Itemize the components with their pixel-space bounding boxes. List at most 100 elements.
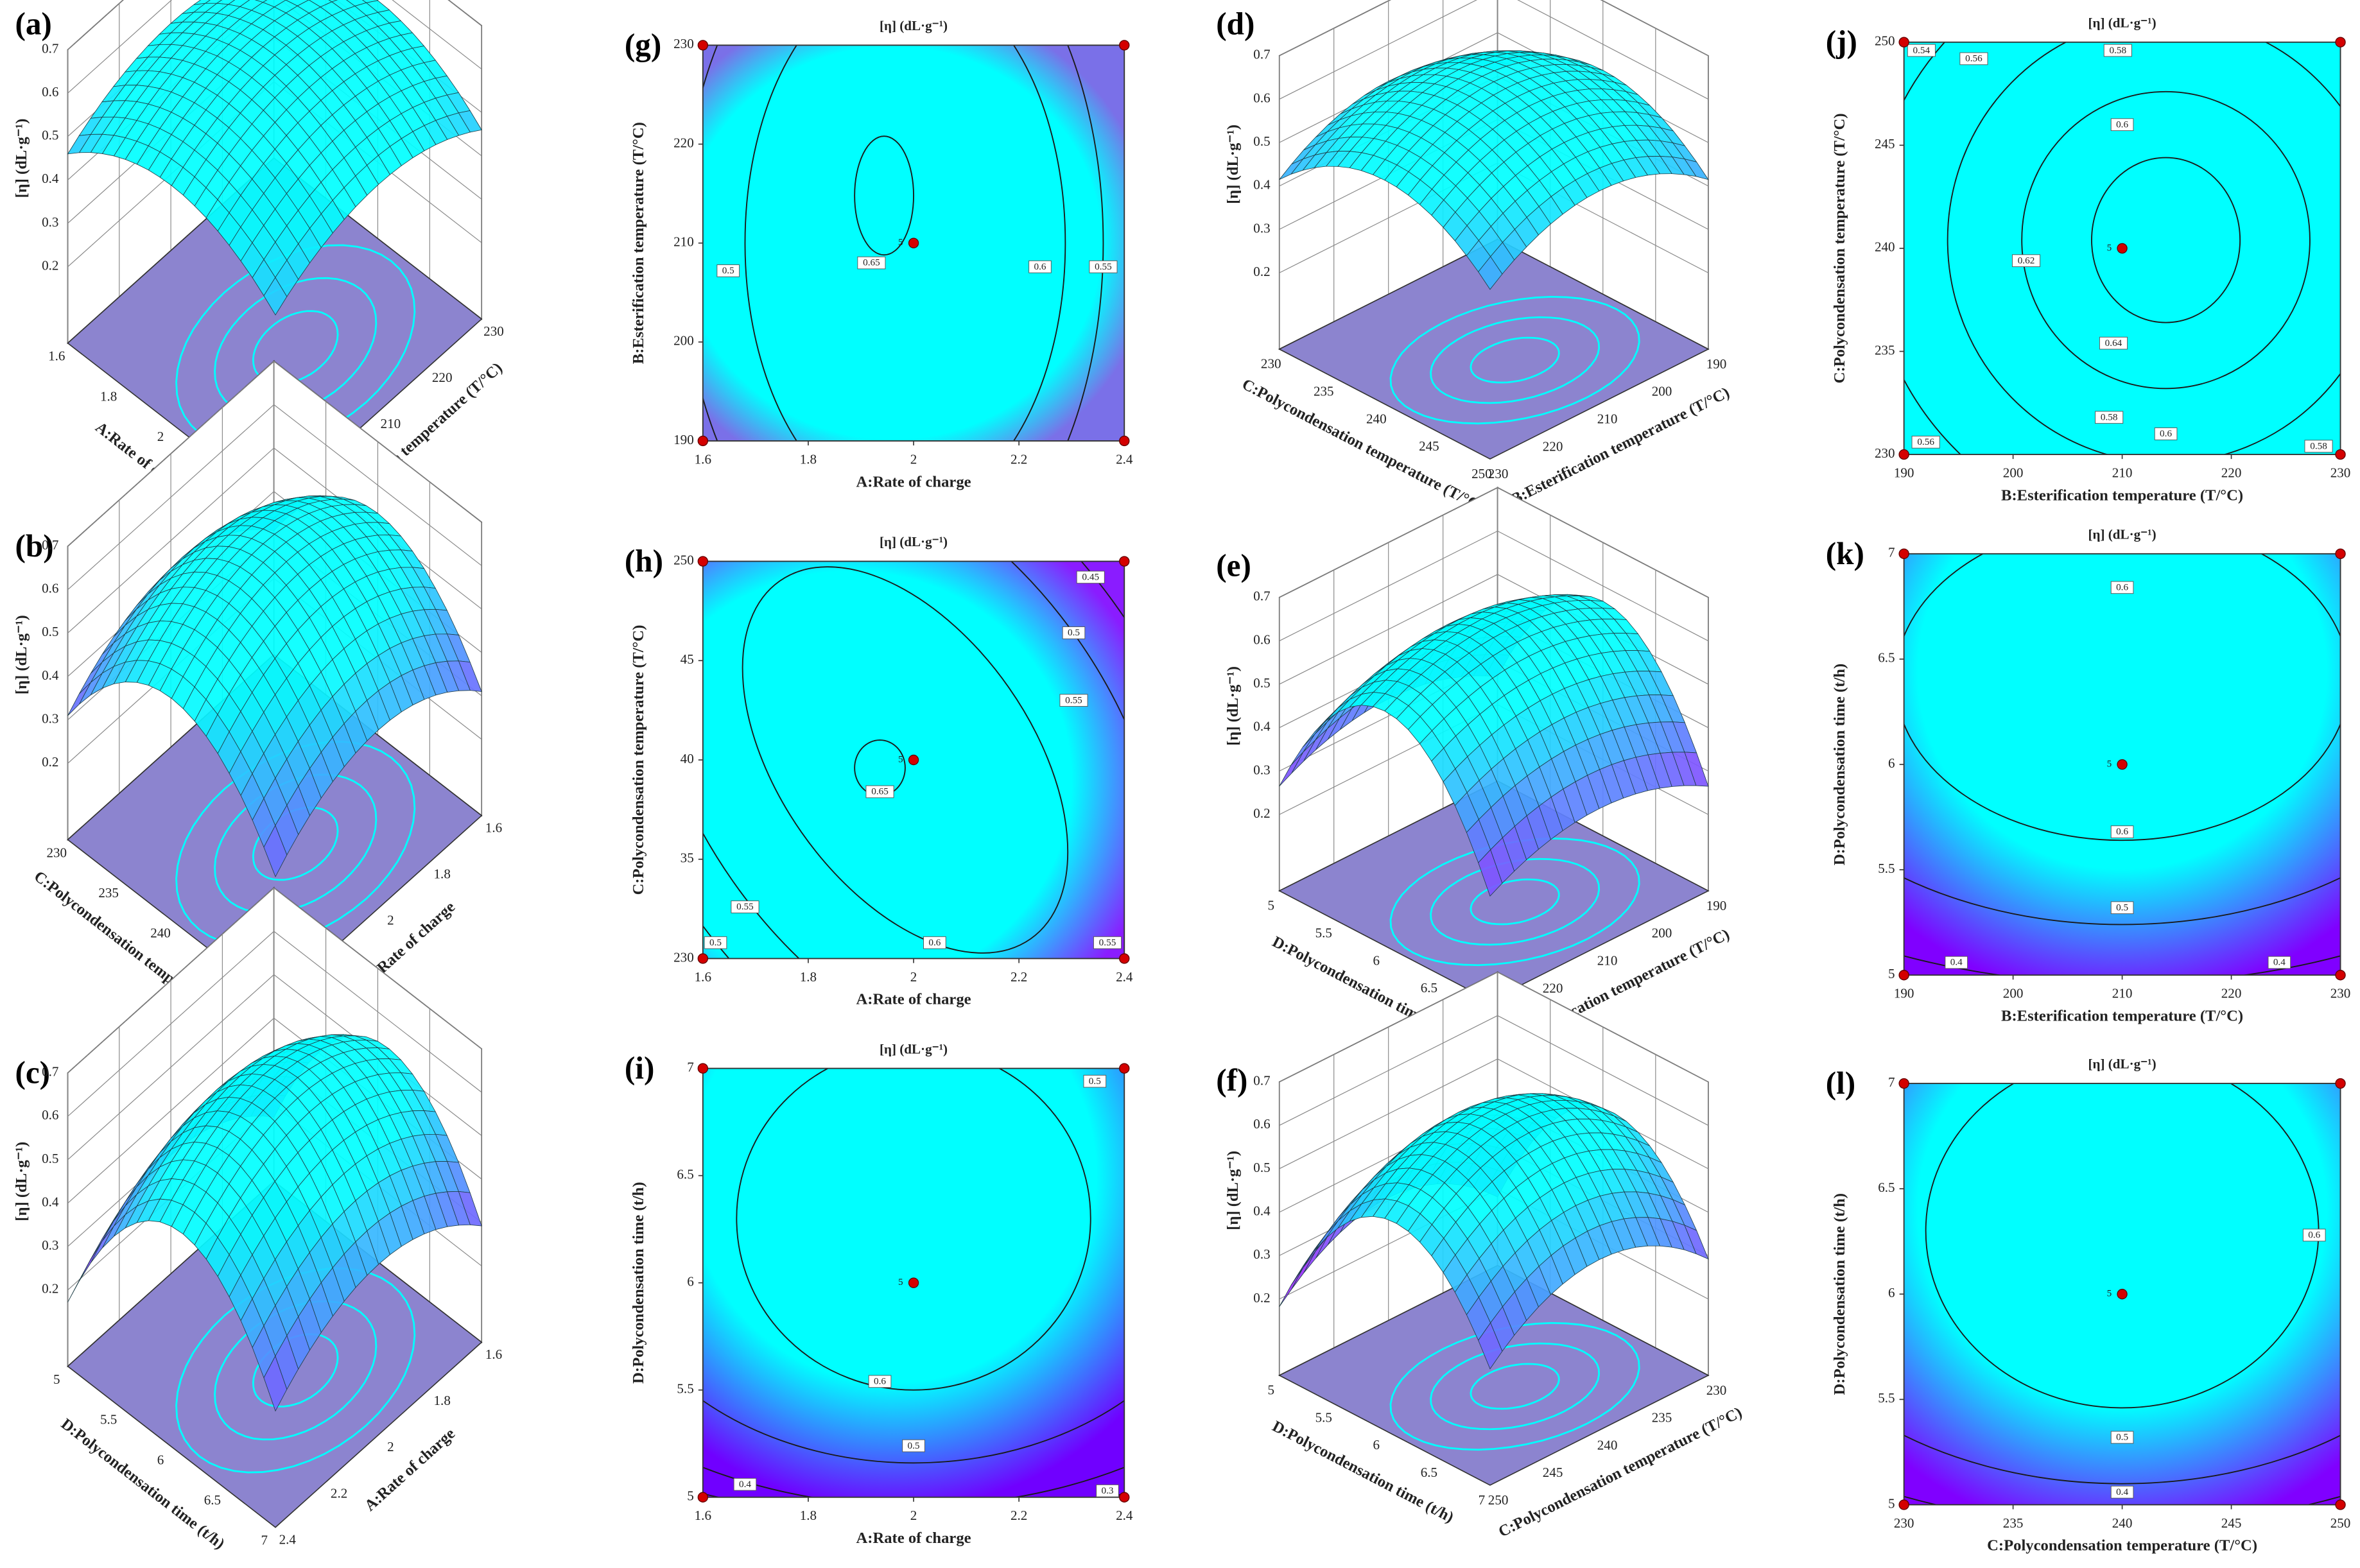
y-axis-label: D:Polycondensation time (t/h) bbox=[1831, 1193, 1848, 1395]
contour-label-box bbox=[2011, 254, 2041, 268]
grid-line bbox=[1279, 1015, 1709, 1126]
y-tick-label: 250 bbox=[673, 552, 694, 567]
z-axis-label: [η] (dL·g⁻¹) bbox=[1224, 666, 1242, 746]
contour-label: 0.5 bbox=[2116, 902, 2128, 913]
design-point bbox=[697, 1063, 709, 1074]
z-tick-label: 0.2 bbox=[42, 258, 58, 273]
x-axis-label: A:Rate of charge bbox=[856, 473, 971, 490]
axis-tick-label: 230 bbox=[483, 323, 504, 339]
contour-label-box bbox=[731, 900, 759, 913]
design-point bbox=[1119, 1063, 1130, 1074]
x-tick-label: 1.8 bbox=[800, 969, 817, 985]
z-tick-label: 0.4 bbox=[42, 171, 59, 186]
y-axis-label: C:Polycondensation temperature (T/°C) bbox=[630, 625, 647, 895]
surface-patch bbox=[263, 277, 288, 316]
axis-tick-label: 2.2 bbox=[331, 1485, 347, 1501]
contour-line bbox=[744, 45, 1066, 441]
contour-label-box bbox=[1083, 1074, 1107, 1088]
contour-label: 0.64 bbox=[2105, 338, 2122, 349]
contour-label: 0.55 bbox=[1099, 937, 1116, 948]
contour-line bbox=[1904, 877, 2341, 926]
axis-tick-label: 5.5 bbox=[1315, 926, 1332, 941]
design-point bbox=[697, 556, 709, 567]
z-axis-label: [η] (dL·g⁻¹) bbox=[13, 615, 30, 694]
contour-label-box bbox=[923, 936, 946, 949]
contour-label-box bbox=[1059, 694, 1088, 707]
z-tick-label: 0.5 bbox=[1253, 675, 1270, 691]
contour-label: 0.6 bbox=[1034, 261, 1046, 272]
contour-label-box bbox=[2095, 411, 2124, 424]
axis-tick-label: 6.5 bbox=[1421, 1465, 1437, 1480]
x-tick-label: 200 bbox=[2003, 986, 2024, 1001]
y-axis-label: B:Esterification temperature (T/°C) bbox=[630, 122, 647, 364]
y-tick-label: 5.5 bbox=[1878, 1390, 1895, 1406]
panel-letter: (g) bbox=[625, 27, 661, 62]
floor-contour bbox=[1430, 857, 1601, 946]
floor bbox=[1278, 1264, 1710, 1486]
design-point bbox=[697, 1492, 709, 1503]
x-tick-label: 1.6 bbox=[695, 451, 711, 467]
design-point bbox=[2335, 37, 2346, 47]
contour-panel: (g) [η] (dL·g⁻¹) 0.5 0.65 0.6 0.55 1.6 1.8 2 2.2 2… bbox=[625, 18, 1133, 490]
axis-tick-label: 6 bbox=[1373, 952, 1380, 968]
y-tick-label: 6 bbox=[1888, 1285, 1895, 1300]
y-tick-label: 190 bbox=[673, 432, 694, 447]
contour-line bbox=[736, 1068, 1091, 1391]
z-tick-label: 0.6 bbox=[1253, 1116, 1270, 1132]
design-point bbox=[2335, 970, 2346, 981]
axis-tick-label: 6 bbox=[157, 1452, 164, 1467]
x-tick-label: 1.6 bbox=[695, 969, 711, 985]
x-tick-label: 2.4 bbox=[1116, 969, 1133, 985]
grid-line bbox=[67, 360, 482, 547]
y-tick-label: 35 bbox=[681, 850, 694, 866]
z-tick-label: 0.6 bbox=[1253, 90, 1270, 105]
axis-tick-label: 2 bbox=[387, 913, 394, 928]
z-tick-label: 0.5 bbox=[1253, 134, 1270, 149]
contour-label: 0.54 bbox=[1913, 45, 1931, 56]
surface-patch bbox=[1478, 1322, 1503, 1370]
x-tick-label: 2.4 bbox=[1116, 451, 1133, 467]
axis-tick-label: 230 bbox=[1706, 1383, 1727, 1398]
contour-label: 0.4 bbox=[739, 1479, 751, 1490]
z-tick-label: 0.4 bbox=[1253, 177, 1271, 193]
design-point bbox=[1119, 40, 1130, 51]
design-point bbox=[908, 754, 919, 766]
y-tick-label: 230 bbox=[673, 36, 694, 51]
contour-label-box bbox=[1096, 1484, 1119, 1497]
y-tick-label: 250 bbox=[1875, 33, 1895, 49]
design-point bbox=[1898, 1078, 1909, 1089]
chart-title: [η] (dL·g⁻¹) bbox=[880, 534, 948, 549]
contour-label-box bbox=[704, 936, 727, 949]
y-tick-label: 6 bbox=[1888, 755, 1895, 771]
contour-panel: (j) [η] (dL·g⁻¹) 0.54 0.56 0.58 0.6 0.62 0.64 0.… bbox=[1826, 15, 2351, 504]
axis-tick-label: 6.5 bbox=[1421, 980, 1437, 995]
y-tick-label: 5 bbox=[687, 1488, 694, 1504]
contour-label-box bbox=[2304, 440, 2333, 453]
x-tick-label: 210 bbox=[2112, 986, 2133, 1001]
center-point-label: 5 bbox=[898, 1277, 903, 1288]
contour-label-box bbox=[2110, 1485, 2134, 1499]
contour-label-box bbox=[868, 1375, 892, 1388]
chart-title: [η] (dL·g⁻¹) bbox=[880, 1041, 948, 1056]
design-point bbox=[697, 953, 709, 964]
x-axis-label: B:Esterification temperature (T/°C) bbox=[2001, 487, 2243, 504]
contour-label: 0.4 bbox=[2116, 1486, 2128, 1497]
axis-tick-label: 7 bbox=[261, 1533, 268, 1548]
x-tick-label: 190 bbox=[1894, 986, 1914, 1001]
y-tick-label: 5 bbox=[1888, 966, 1895, 981]
axis-tick-label: 240 bbox=[1366, 411, 1387, 426]
panel-letter: (j) bbox=[1826, 24, 1857, 60]
z-tick-label: 0.3 bbox=[1253, 220, 1270, 236]
y-tick-label: 200 bbox=[673, 333, 694, 349]
y-tick-label: 5.5 bbox=[1878, 861, 1895, 876]
axis-tick-label: 235 bbox=[1314, 384, 1334, 399]
z-axis-label: [η] (dL·g⁻¹) bbox=[1224, 125, 1242, 204]
contour-label: 0.58 bbox=[2310, 440, 2327, 451]
design-point bbox=[1898, 548, 1909, 560]
y-tick-label: 40 bbox=[681, 751, 694, 766]
axis-tick-label: 200 bbox=[1652, 384, 1672, 399]
contour-label-box bbox=[2110, 825, 2134, 838]
contour-label: 0.5 bbox=[709, 937, 722, 948]
floor-contour bbox=[175, 1267, 416, 1474]
